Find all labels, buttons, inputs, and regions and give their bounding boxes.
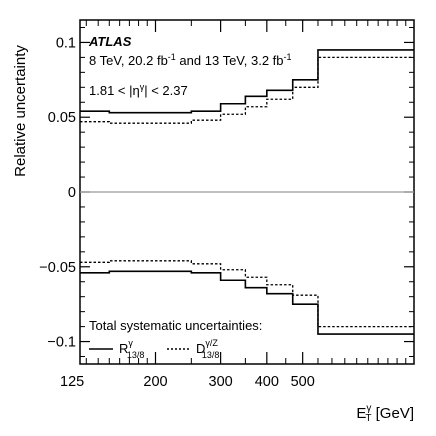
legend-header: Total systematic uncertainties: — [89, 318, 262, 333]
y-tick-label: −0.05 — [39, 260, 76, 276]
x-axis-title: Eγ T [GeV] — [356, 403, 414, 424]
series-1-upper-line — [80, 56, 414, 124]
series-1-lower-line — [80, 260, 414, 328]
y-tick-label: 0.05 — [48, 110, 76, 126]
series-0-upper-line — [80, 49, 414, 114]
x-tick-label: 200 — [143, 374, 167, 390]
legend-label-d: Dγ/Z 13/8 — [196, 338, 219, 360]
x-tick-label: 125 — [60, 374, 84, 390]
x-tick-label: 400 — [255, 374, 279, 390]
axis-tick-labels: −0.1 −0.05 0 0.05 0.1 125 200 300 400 500 — [39, 35, 314, 390]
axis-ticks — [80, 20, 414, 364]
series-0-lower-line — [80, 270, 414, 335]
eta-range-label: 1.81 < |ηγ| < 2.37 — [89, 82, 188, 98]
y-axis-title: Relative uncertainty — [12, 45, 29, 177]
legend-label-r: Rγ 13/8 — [119, 338, 144, 360]
y-tick-label: 0.1 — [56, 35, 76, 51]
x-tick-label: 300 — [209, 374, 233, 390]
energy-label: 8 TeV, 20.2 fb-1 and 13 TeV, 3.2 fb-1 — [89, 52, 292, 68]
legend: Rγ 13/8 Dγ/Z 13/8 — [89, 338, 219, 360]
series-group — [80, 49, 414, 335]
y-tick-label: −0.1 — [47, 335, 76, 351]
y-tick-label: 0 — [68, 185, 76, 201]
x-tick-label: 500 — [291, 374, 315, 390]
experiment-label: ATLAS — [88, 34, 132, 49]
